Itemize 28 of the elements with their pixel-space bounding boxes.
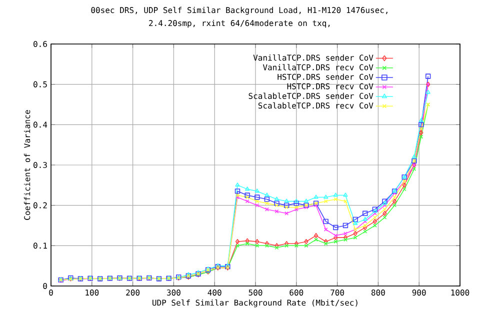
legend-label: ScalableTCP.DRS recv CoV bbox=[258, 102, 374, 109]
y-tick-label: 0.5 bbox=[34, 81, 47, 88]
chart-title: 00sec DRS, UDP Self Similar Background Load, H1-M120 1476usec, bbox=[91, 6, 388, 15]
y-tick-label: 0.2 bbox=[34, 202, 47, 208]
chart-subtitle: 2.4.20smp, rxint 64/64moderate on txq, bbox=[149, 20, 330, 28]
x-tick-label: 600 bbox=[290, 290, 304, 296]
legend-label: HSTCP.DRS recv CoV bbox=[287, 83, 374, 90]
x-tick-label: 0 bbox=[49, 290, 53, 296]
x-tick-label: 400 bbox=[208, 290, 222, 296]
y-tick-label: 0.1 bbox=[34, 242, 47, 249]
legend-label: ScalableTCP.DRS sender CoV bbox=[248, 92, 374, 99]
x-tick-label: 300 bbox=[167, 290, 180, 296]
y-axis-title: Coefficient of Variance bbox=[24, 110, 30, 220]
x-tick-label: 100 bbox=[86, 290, 99, 296]
y-tick-label: 0.6 bbox=[34, 40, 47, 48]
legend-label: HSTCP.DRS sender CoV bbox=[278, 74, 374, 80]
y-tick-label: 0.4 bbox=[34, 122, 48, 128]
x-tick-label: 800 bbox=[371, 290, 385, 296]
x-axis-title: UDP Self Similar Background Rate (Mbit/sec) bbox=[152, 299, 358, 308]
x-tick-label: 500 bbox=[248, 290, 262, 296]
y-tick-label: 0.3 bbox=[34, 162, 47, 168]
legend-label: VanillaTCP.DRS sender CoV bbox=[253, 54, 374, 61]
x-tick-label: 700 bbox=[330, 290, 344, 296]
y-tick-label: 0 bbox=[43, 282, 47, 290]
x-tick-label: 200 bbox=[126, 290, 140, 296]
x-tick-label: 900 bbox=[412, 290, 426, 296]
x-tick-label: 1000 bbox=[451, 290, 470, 296]
legend-label: VanillaTCP.DRS recv CoV bbox=[262, 64, 374, 70]
